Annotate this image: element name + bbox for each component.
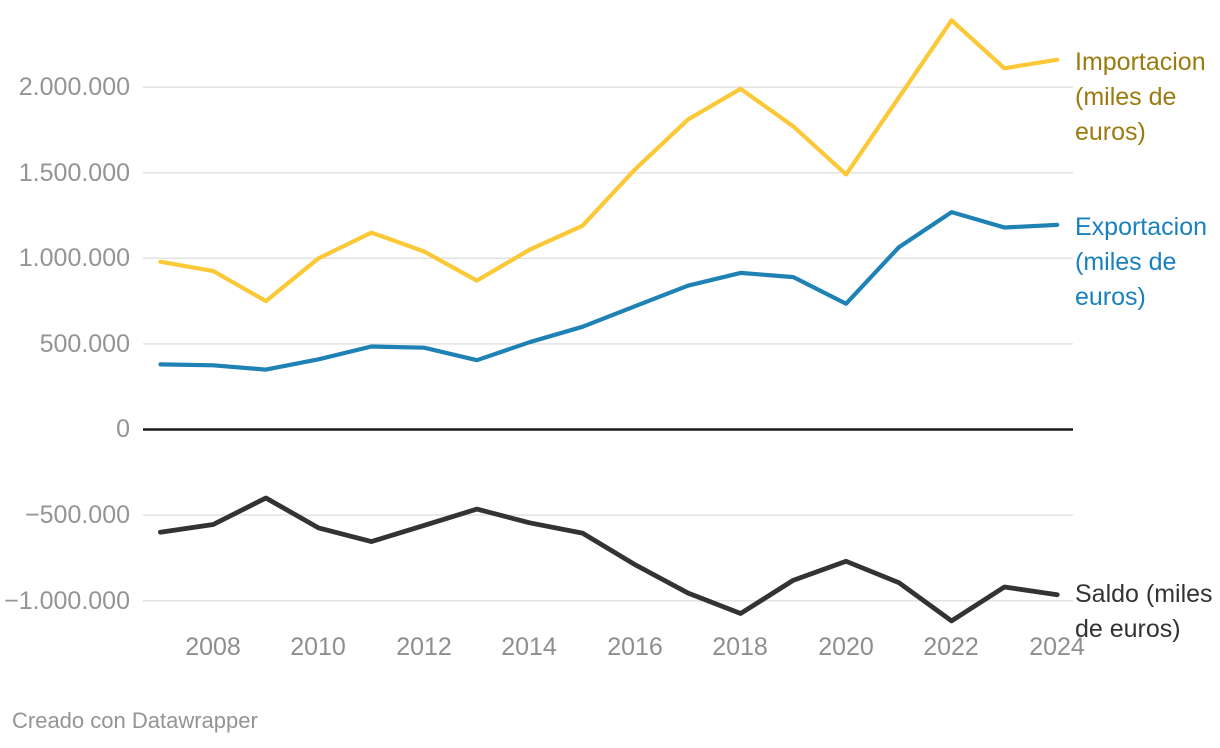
series-label-importacion: Importacion (miles de euros) (1075, 45, 1206, 150)
series-label-line: Exportacion (1075, 213, 1208, 241)
series-label-line: de euros) (1075, 615, 1181, 643)
series-line-saldo (157, 495, 1060, 624)
series-line-importacion (158, 18, 1060, 304)
x-axis-tick-label: 2020 (818, 633, 874, 661)
series-label-line: (miles de (1075, 248, 1177, 276)
series-label-line: Importacion (1075, 48, 1206, 76)
series-line-exportacion (158, 210, 1060, 372)
series-label-saldo: Saldo (miles de euros) (1075, 577, 1213, 647)
series-label-exportacion: Exportacion (miles de euros) (1075, 210, 1207, 315)
x-axis-tick-label: 2012 (396, 633, 452, 661)
datawrapper-credit: Creado con Datawrapper (12, 708, 258, 733)
x-axis-tick-label: 2008 (185, 633, 241, 661)
y-axis-tick-label: −500.000 (25, 501, 130, 529)
x-axis-tick-label: 2022 (923, 633, 979, 661)
x-axis-tick-label: 2018 (712, 633, 768, 661)
x-axis-tick-label: 2010 (290, 633, 346, 661)
y-axis-tick-label: 0 (116, 415, 130, 443)
series-label-line: euros) (1075, 118, 1146, 146)
y-axis-tick-label: 1.500.000 (18, 159, 130, 187)
y-axis-tick-label: 1.000.000 (18, 244, 130, 272)
x-axis-tick-label: 2014 (501, 633, 557, 661)
series-label-line: euros) (1075, 283, 1146, 311)
y-axis-tick-label: 2.000.000 (18, 73, 130, 101)
x-axis-tick-label: 2016 (607, 633, 663, 661)
y-axis-tick-label: −1.000.000 (4, 587, 130, 615)
y-axis-tick-label: 500.000 (39, 330, 130, 358)
series-label-line: (miles de (1075, 83, 1177, 111)
x-axis-tick-label: 2024 (1029, 633, 1085, 661)
series-label-line: Saldo (miles (1075, 580, 1213, 608)
